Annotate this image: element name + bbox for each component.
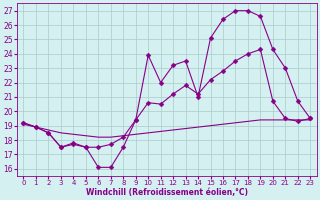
X-axis label: Windchill (Refroidissement éolien,°C): Windchill (Refroidissement éolien,°C)	[86, 188, 248, 197]
